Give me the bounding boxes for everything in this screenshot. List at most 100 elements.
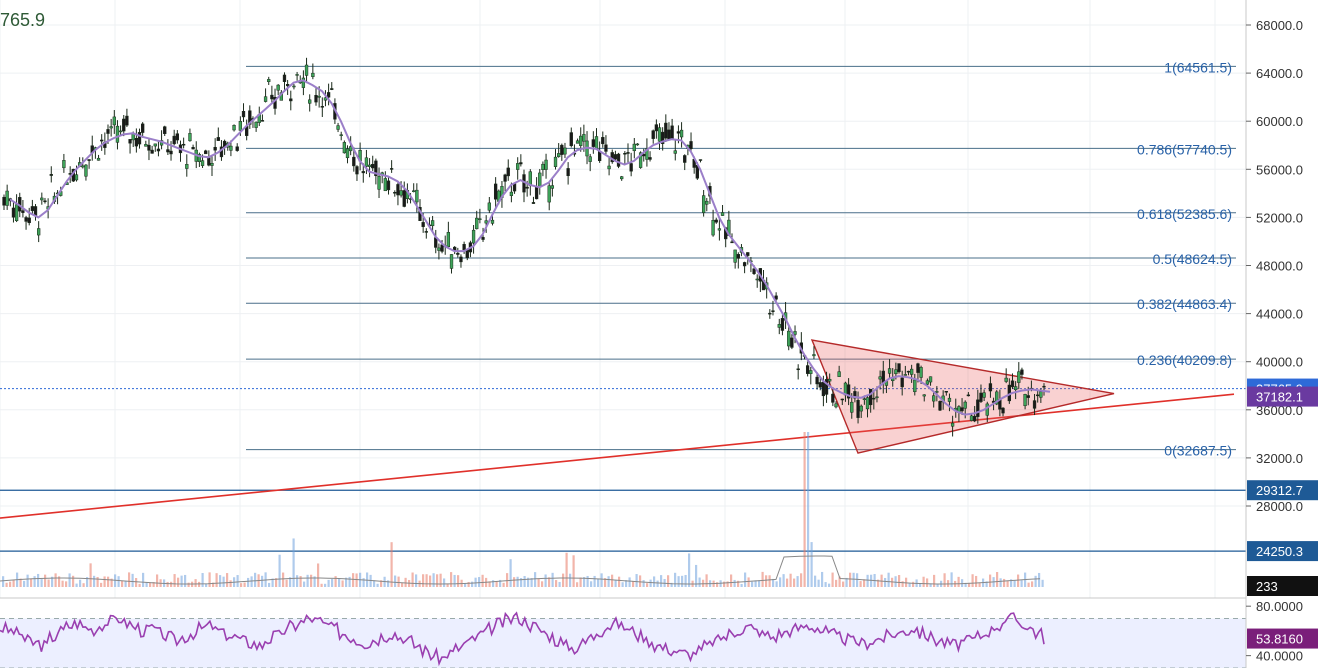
candle-down xyxy=(768,312,772,315)
volume-bar xyxy=(47,579,50,587)
ma-price-tag-bg xyxy=(1247,386,1318,407)
volume-bar xyxy=(450,572,453,587)
candle-up xyxy=(995,391,999,405)
candle-down xyxy=(591,139,595,147)
symmetrical-triangle xyxy=(810,339,1115,454)
volume-bar xyxy=(180,575,183,587)
volume-bar xyxy=(401,583,404,587)
volume-bar xyxy=(128,572,131,587)
fib-label: 0(32687.5) xyxy=(1164,443,1232,459)
candle-down xyxy=(213,146,217,151)
volume-bar xyxy=(198,581,201,587)
volume-bar xyxy=(93,575,96,587)
candle-up xyxy=(471,229,476,244)
candle-up xyxy=(582,134,586,142)
volume-bar xyxy=(667,575,670,587)
volume-bar xyxy=(600,573,603,587)
candle-up xyxy=(544,159,548,170)
volume-bar xyxy=(1010,579,1013,587)
volume-bar xyxy=(726,581,729,587)
candle-up xyxy=(717,228,722,231)
volume-bar xyxy=(37,573,40,587)
candle-down xyxy=(771,310,775,312)
volume-bar xyxy=(996,572,999,587)
candle-up xyxy=(345,148,350,159)
volume-bar xyxy=(803,432,806,587)
candle-down xyxy=(1042,385,1046,388)
volume-bar xyxy=(716,582,719,587)
candle-down xyxy=(676,131,681,134)
volume-bar xyxy=(824,582,827,587)
candle-up xyxy=(301,77,306,88)
candle-down xyxy=(938,401,942,411)
volume-bar xyxy=(614,580,617,587)
volume-bar xyxy=(870,574,873,587)
candle-up xyxy=(304,64,309,76)
volume-bar xyxy=(366,572,369,587)
candle-down xyxy=(840,398,844,401)
volume-bar xyxy=(348,576,351,587)
volume-bar xyxy=(534,572,537,587)
candle-down xyxy=(1010,380,1015,388)
volume-bar xyxy=(373,580,376,587)
candle-down xyxy=(361,171,365,174)
volume-bar xyxy=(362,578,365,587)
candle-down xyxy=(175,133,179,141)
volume-bar xyxy=(149,582,152,587)
candle-up xyxy=(308,99,312,104)
volume-bar xyxy=(68,573,71,587)
candle-down xyxy=(1032,400,1037,409)
candle-down xyxy=(125,115,129,126)
volume-bar xyxy=(226,573,229,587)
candle-down xyxy=(241,110,246,118)
volume-bar xyxy=(429,575,432,587)
candle-up xyxy=(645,148,649,160)
candle-up xyxy=(903,374,907,376)
candle-down xyxy=(30,206,35,211)
y-tick-label: 44000.0 xyxy=(1256,307,1303,322)
volume-bar xyxy=(754,580,757,587)
volume-bar xyxy=(551,572,554,587)
candle-down xyxy=(689,141,693,149)
fib-label: 0.382(44863.4) xyxy=(1137,296,1232,312)
candle-up xyxy=(412,190,416,192)
candle-up xyxy=(484,220,488,224)
volume-bar xyxy=(19,578,22,587)
volume-bar xyxy=(842,581,845,587)
fib-label: 0.786(57740.5) xyxy=(1137,141,1232,157)
candle-down xyxy=(746,252,750,256)
ma-price-tag: 37182.1 xyxy=(1256,390,1303,405)
candle-up xyxy=(188,133,192,142)
candle-up xyxy=(430,220,435,227)
candle-up xyxy=(547,185,551,203)
volume-bar xyxy=(639,575,642,587)
candle-up xyxy=(74,174,79,181)
volume-bar xyxy=(492,580,495,587)
candle-down xyxy=(626,152,630,154)
volume-bar xyxy=(1031,581,1034,587)
volume-bar xyxy=(516,576,519,587)
candle-down xyxy=(459,256,463,263)
candle-down xyxy=(134,138,139,147)
volume-bar xyxy=(583,577,586,587)
volume-bar xyxy=(520,578,523,587)
candle-down xyxy=(604,144,608,152)
candle-down xyxy=(100,139,104,142)
volume-bar xyxy=(999,578,1002,587)
candle-down xyxy=(493,183,498,200)
volume-tag-bg xyxy=(1247,576,1318,596)
candle-up xyxy=(887,368,892,374)
volume-bar xyxy=(285,579,288,587)
volume-bar xyxy=(306,574,309,587)
candle-up xyxy=(947,397,952,402)
volume-bar xyxy=(933,574,936,587)
candle-up xyxy=(5,190,9,206)
volume-bar xyxy=(299,576,302,587)
candle-down xyxy=(966,394,971,397)
candle-down xyxy=(670,125,674,139)
candle-up xyxy=(538,172,542,188)
volume-bar xyxy=(215,573,218,587)
volume-bar xyxy=(730,574,733,587)
candle-down xyxy=(752,268,756,274)
